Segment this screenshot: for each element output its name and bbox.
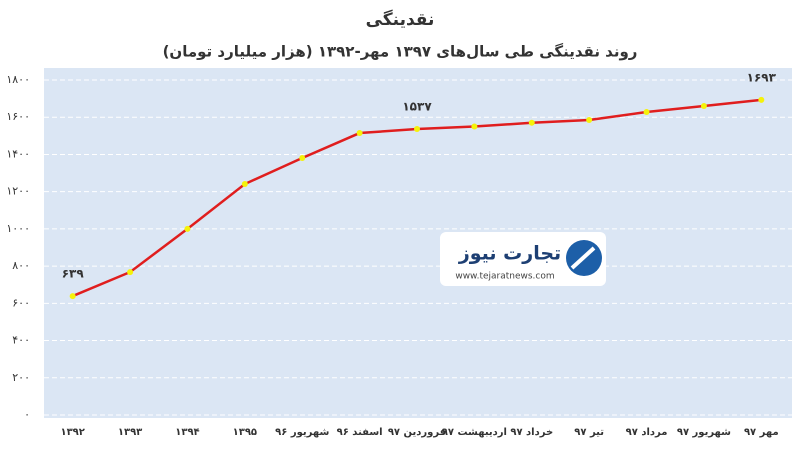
watermark-logo-mark — [570, 246, 596, 270]
data-point — [700, 103, 707, 110]
x-tick-label: شهریور ۹۷ — [677, 427, 731, 438]
y-tick-label: ۱۴۰۰ — [6, 147, 30, 160]
y-tick-label: ۱۰۰۰ — [6, 222, 30, 235]
data-point — [643, 109, 650, 116]
x-tick-label: ۱۳۹۳ — [118, 427, 142, 438]
data-point — [241, 181, 248, 188]
y-tick-label: ۴۰۰ — [12, 334, 30, 347]
data-point — [127, 269, 134, 276]
data-point — [758, 96, 765, 103]
data-point — [414, 125, 420, 132]
data-label: ۱۶۹۳ — [747, 70, 777, 84]
x-tick-label: اردیبهشت ۹۷ — [442, 427, 507, 438]
data-point — [356, 130, 363, 137]
data-point — [184, 225, 191, 232]
y-tick-label: ۱۶۰۰ — [6, 110, 30, 123]
y-tick-label: ۰ — [24, 408, 30, 421]
x-tick-label: ۱۳۹۲ — [60, 427, 84, 438]
x-tick-label: فروردین ۹۷ — [388, 427, 446, 438]
x-tick-label: ۱۳۹۴ — [175, 427, 199, 438]
watermark-url: www.tejaratnews.com — [455, 272, 554, 282]
watermark-box — [440, 232, 606, 286]
x-tick-label: تیر ۹۷ — [574, 427, 604, 438]
y-tick-label: ۶۰۰ — [12, 296, 30, 309]
chart-title: نقدینگی — [366, 9, 435, 30]
watermark-brand: تجارت نیوز — [458, 243, 561, 265]
x-tick-label: مرداد ۹۷ — [626, 427, 668, 438]
y-tick-label: ۸۰۰ — [12, 259, 30, 272]
x-tick-label: ۱۳۹۵ — [233, 427, 257, 438]
data-point — [471, 123, 478, 130]
x-tick-label: شهریور ۹۶ — [275, 427, 329, 438]
data-point — [528, 119, 535, 126]
y-tick-label: ۱۲۰۰ — [6, 185, 30, 198]
x-tick-label: خرداد ۹۷ — [510, 427, 553, 438]
y-tick-label: ۱۸۰۰ — [6, 73, 30, 86]
watermark: تجارت نیوز www.tejaratnews.com — [440, 232, 606, 286]
data-point — [69, 293, 76, 300]
data-point — [299, 154, 306, 161]
plot-area — [44, 68, 792, 418]
x-tick-label: مهر ۹۷ — [744, 427, 779, 438]
data-point — [586, 117, 593, 124]
data-label: ۶۳۹ — [62, 267, 85, 281]
x-tick-label: اسفند ۹۶ — [337, 427, 383, 438]
y-tick-label: ۲۰۰ — [12, 371, 30, 384]
chart-subtitle: روند نقدینگی طی سال‌های ۱۳۹۷ مهر-۱۳۹۲ (ه… — [163, 43, 638, 61]
data-label: ۱۵۳۷ — [402, 99, 432, 113]
